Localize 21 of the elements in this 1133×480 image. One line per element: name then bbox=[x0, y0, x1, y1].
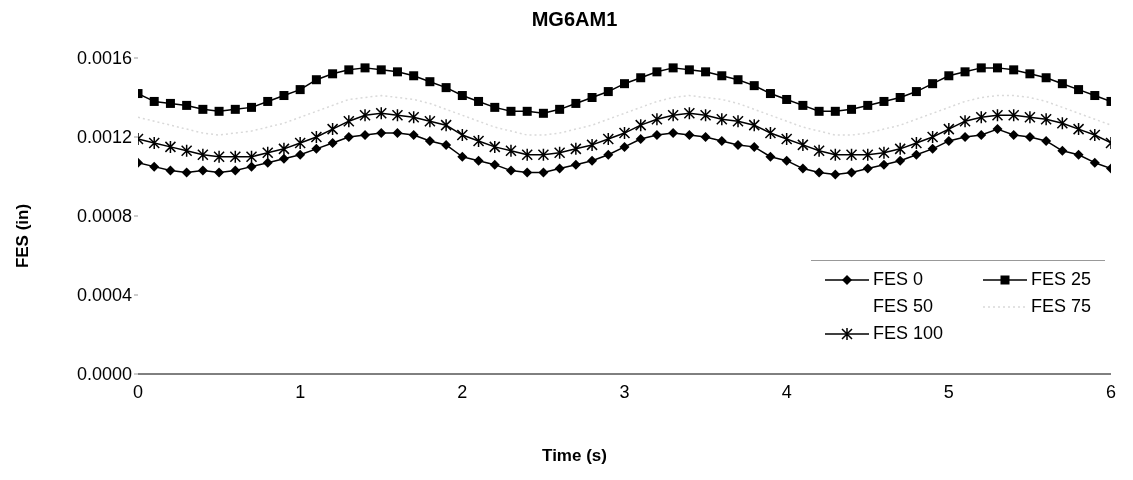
x-tick-label: 4 bbox=[781, 382, 792, 402]
legend-label: FES 75 bbox=[1030, 296, 1091, 317]
y-tick-label: 0.0000 bbox=[76, 364, 132, 385]
chart-title: MG6AM1 bbox=[530, 8, 619, 31]
y-tick-label: 0.0008 bbox=[76, 206, 132, 227]
x-tick-label: 5 bbox=[943, 382, 954, 402]
x-tick-label: 2 bbox=[457, 382, 468, 402]
legend-label: FES 0 bbox=[872, 269, 923, 290]
x-tick-label: 3 bbox=[619, 382, 630, 402]
text: FES 50 bbox=[872, 296, 933, 317]
x-axis-title: Time (s) bbox=[541, 446, 608, 466]
y-tick-label: 0.0016 bbox=[76, 48, 132, 69]
x-tick-label: 1 bbox=[295, 382, 306, 402]
x-tick-label: 0 bbox=[132, 382, 144, 402]
y-axis-title: FES (in) bbox=[13, 203, 33, 269]
legend-label: FES 100 bbox=[872, 323, 943, 344]
y-tick-label: 0.0012 bbox=[76, 127, 132, 148]
x-tick-label: 6 bbox=[1105, 382, 1117, 402]
y-tick-label: 0.0004 bbox=[76, 285, 132, 306]
line-series bbox=[138, 94, 1111, 136]
legend-label: FES 25 bbox=[1030, 269, 1091, 290]
